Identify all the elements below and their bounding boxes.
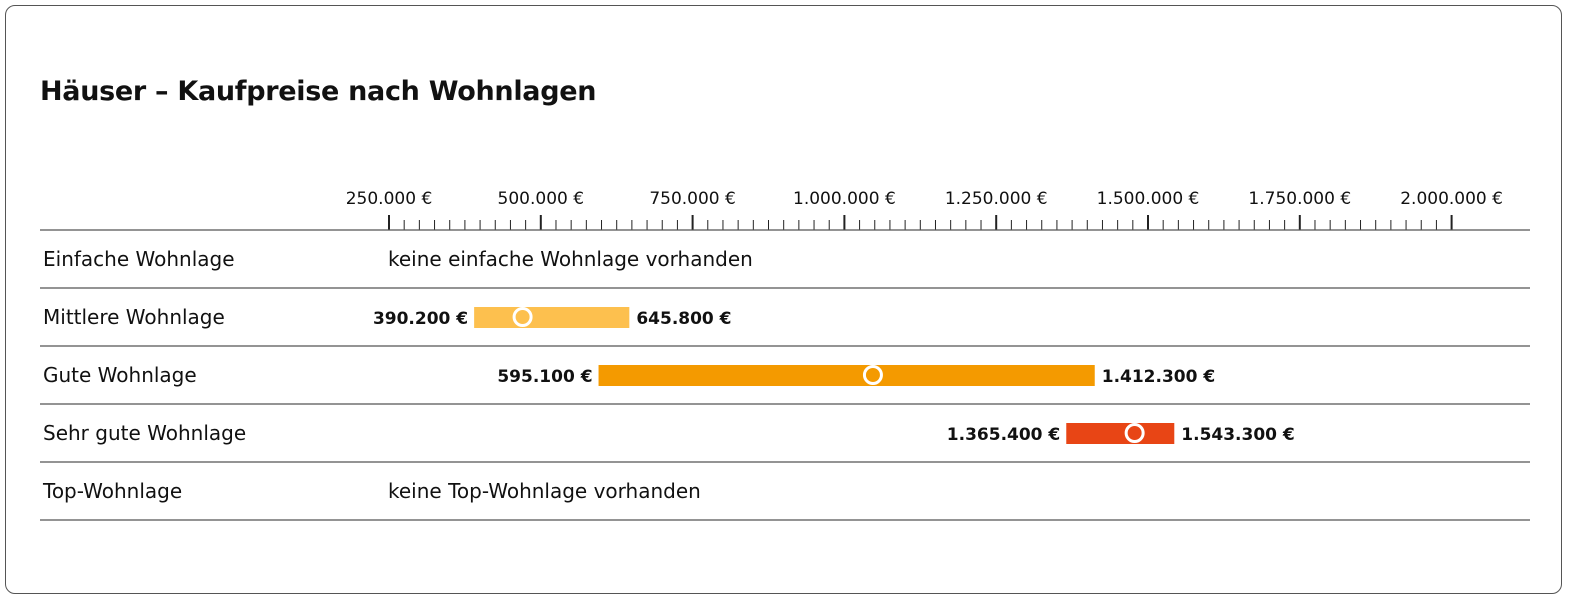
range-bar [1066,423,1175,444]
marker-point [1124,423,1145,443]
max-value-label: 1.412.300 € [1102,367,1215,387]
row-label: Sehr gute Wohnlage [43,421,246,445]
no-data-note: keine einfache Wohnlage vorhanden [388,247,753,271]
tick-label: 500.000 € [498,189,585,209]
tick-label: 1.250.000 € [945,189,1048,209]
no-data-note: keine Top-Wohnlage vorhanden [388,479,701,503]
tick-label: 1.750.000 € [1248,189,1351,209]
tick-label: 250.000 € [346,189,433,209]
tick-label: 2.000.000 € [1400,189,1503,209]
row-label: Top-Wohnlage [42,479,182,503]
max-value-label: 1.543.300 € [1181,425,1294,445]
range-bar [474,307,630,328]
chart-title: Häuser – Kaufpreise nach Wohnlagen [40,76,597,107]
tick-label: 1.000.000 € [793,189,896,209]
row-label: Einfache Wohnlage [43,247,235,271]
marker-point [862,365,883,385]
row-label: Gute Wohnlage [43,363,197,387]
tick-label: 1.500.000 € [1097,189,1200,209]
chart-card [5,5,1562,594]
min-value-label: 1.365.400 € [947,425,1060,445]
tick-label: 750.000 € [649,189,736,209]
min-value-label: 595.100 € [497,367,592,387]
max-value-label: 645.800 € [636,309,731,329]
min-value-label: 390.200 € [373,309,468,329]
marker-point [512,307,533,327]
range-bar [598,365,1095,386]
row-label: Mittlere Wohnlage [43,305,225,329]
